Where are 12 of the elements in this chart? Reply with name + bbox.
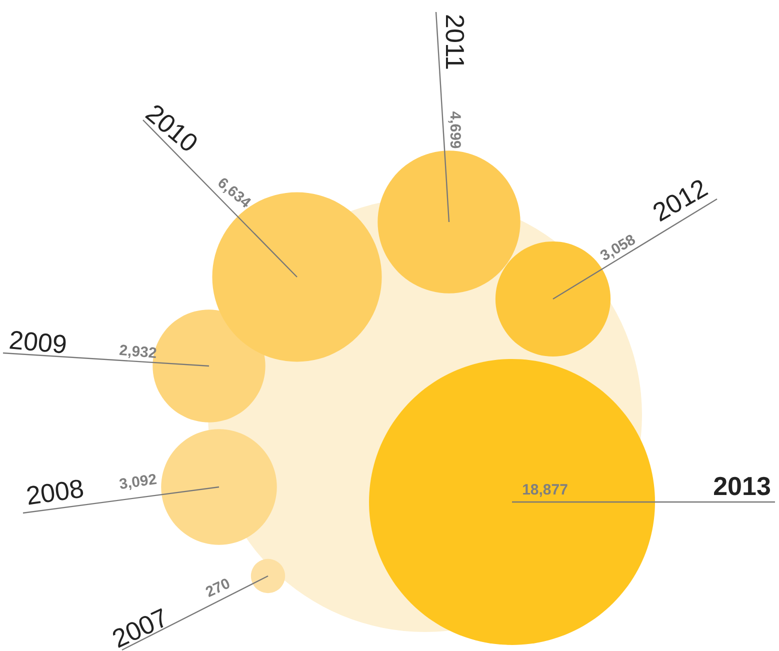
category-label: 2009	[8, 324, 68, 360]
data-label: 270	[203, 575, 233, 601]
data-label: 18,877	[522, 482, 568, 498]
data-label: 3,058	[598, 231, 638, 265]
category-label: 2011	[440, 14, 470, 70]
data-label: 3,092	[118, 470, 158, 494]
data-label: 4,699	[446, 111, 464, 149]
category-label: 2013	[713, 471, 771, 501]
category-label: 2012	[647, 172, 713, 228]
data-label: 2,932	[118, 342, 158, 362]
category-label: 2007	[107, 602, 173, 651]
category-label: 2008	[24, 473, 86, 511]
